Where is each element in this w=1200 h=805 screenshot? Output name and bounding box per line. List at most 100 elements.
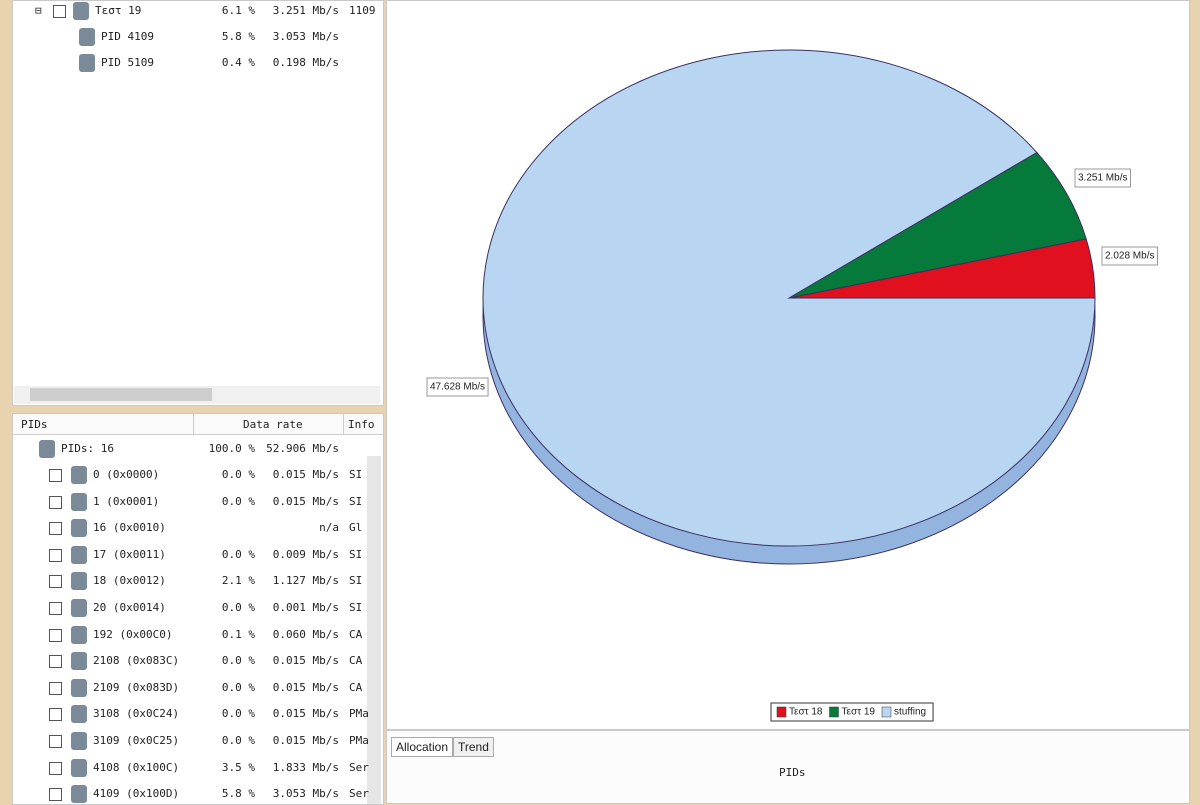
expander: ⊟ bbox=[35, 4, 42, 17]
pid-icon bbox=[39, 440, 55, 458]
column-divider bbox=[343, 414, 344, 434]
row-rate: 0.015 Mb/s bbox=[272, 734, 339, 747]
row-label: 192 (0x00C0) bbox=[93, 627, 173, 641]
row-rate: 3.251 Mb/s bbox=[272, 4, 339, 17]
row-rate: 0.015 Mb/s bbox=[272, 494, 339, 508]
row-info: 1109 bbox=[349, 4, 376, 17]
row-info: PMa bbox=[349, 707, 369, 721]
row-percent: 0.1 % bbox=[221, 627, 255, 641]
pie-slice bbox=[788, 151, 1087, 299]
pid-icon bbox=[71, 492, 87, 511]
pid-icon bbox=[71, 545, 87, 564]
row-label: 3108 (0x0C24) bbox=[93, 707, 180, 721]
row-label: PID 5109 bbox=[101, 56, 154, 69]
legend-entry: Τεστ 18 bbox=[789, 707, 823, 718]
label-box bbox=[1101, 246, 1158, 266]
pid-icon bbox=[71, 678, 87, 697]
row-info: SI bbox=[349, 494, 363, 508]
checkbox[interactable] bbox=[49, 735, 62, 748]
checkbox[interactable] bbox=[49, 788, 62, 802]
row-rate: 3.053 Mb/s bbox=[272, 30, 339, 43]
row-rate: 3.053 Mb/s bbox=[272, 787, 339, 801]
row-info: CA bbox=[349, 654, 363, 668]
legend-entry: Τεστ 19 bbox=[842, 707, 876, 718]
row-label: 4109 (0x100D) bbox=[93, 787, 180, 801]
row-rate: 0.015 Mb/s bbox=[272, 680, 339, 694]
row-info: SI bbox=[349, 468, 363, 481]
table-header bbox=[13, 414, 383, 435]
checkbox[interactable] bbox=[49, 602, 62, 615]
row-percent: 0.0 % bbox=[221, 494, 255, 508]
row-percent: 5.8 % bbox=[221, 30, 255, 43]
row-label: 16 (0x0010) bbox=[93, 521, 166, 535]
v-scrollbar[interactable] bbox=[367, 456, 381, 804]
pid-icon bbox=[71, 705, 87, 724]
pie-chart: 2.028 Mb/s 3.251 Mb/s 47.628 Mb/s Τεστ 18 Τε… bbox=[426, 49, 1158, 722]
row-rate: 0.009 Mb/s bbox=[272, 547, 339, 561]
slice-label: 3.251 Mb/s bbox=[1078, 173, 1127, 184]
checkbox[interactable] bbox=[49, 548, 62, 562]
row-percent: 0.0 % bbox=[221, 734, 255, 747]
pid-icon bbox=[71, 466, 87, 484]
legend-swatch bbox=[881, 706, 892, 718]
checkbox[interactable] bbox=[49, 681, 62, 695]
row-percent: 6.1 % bbox=[221, 4, 255, 17]
checkbox[interactable] bbox=[49, 708, 62, 722]
row-info: SI bbox=[349, 601, 363, 614]
row-label: 18 (0x0012) bbox=[93, 574, 166, 588]
checkbox[interactable] bbox=[49, 469, 62, 482]
chart-panel: 2.028 Mb/s 3.251 Mb/s 47.628 Mb/s Τεστ 18 Τε… bbox=[386, 0, 1190, 730]
row-label: 0 (0x0000) bbox=[93, 468, 160, 481]
row-info: SI bbox=[349, 574, 363, 588]
row-rate: 52.906 Mb/s bbox=[266, 442, 339, 455]
checkbox[interactable] bbox=[49, 575, 62, 589]
checkbox[interactable] bbox=[49, 495, 62, 509]
pid-icon bbox=[71, 785, 87, 804]
pids-panel: PIDs Data rate Info PIDs: 16 100.0 % 52.906 M… bbox=[12, 413, 384, 805]
checkbox[interactable] bbox=[53, 5, 66, 18]
row-percent: 0.0 % bbox=[221, 468, 255, 481]
pid-icon bbox=[71, 758, 87, 777]
checkbox[interactable] bbox=[49, 761, 62, 775]
row-info: PMa bbox=[349, 734, 369, 747]
row-label: PIDs: 16 bbox=[61, 442, 114, 455]
label-box bbox=[1074, 168, 1131, 188]
column-header: Info bbox=[348, 418, 375, 431]
row-percent: 0.0 % bbox=[221, 547, 255, 561]
row-percent: 0.0 % bbox=[221, 601, 255, 614]
row-label: 1 (0x0001) bbox=[93, 494, 160, 508]
row-info: Gl bbox=[349, 521, 363, 535]
tab[interactable]: Trend bbox=[453, 737, 494, 757]
bottom-panel: PIDs Allocation Trend bbox=[386, 730, 1190, 804]
checkbox[interactable] bbox=[49, 628, 62, 642]
checkbox[interactable] bbox=[49, 522, 62, 536]
column-header: PIDs bbox=[21, 418, 48, 431]
pid-icon bbox=[71, 572, 87, 591]
bottom-label: PIDs bbox=[779, 766, 806, 779]
pid-icon bbox=[73, 2, 89, 20]
tab[interactable]: Allocation bbox=[391, 737, 454, 757]
row-label: 2109 (0x083D) bbox=[93, 680, 180, 694]
pid-icon bbox=[79, 28, 95, 46]
checkbox[interactable] bbox=[49, 655, 62, 669]
h-scrollbar[interactable] bbox=[14, 386, 380, 404]
label-box bbox=[426, 377, 489, 397]
row-label: 2108 (0x083C) bbox=[93, 654, 180, 668]
row-label: Τεστ 19 bbox=[95, 4, 142, 17]
scroll-thumb[interactable] bbox=[30, 388, 212, 401]
row-info: Ser bbox=[349, 787, 369, 801]
legend-swatch bbox=[776, 706, 787, 718]
top-tree-panel: ⊟ Τεστ 19 6.1 % 3.251 Mb/s 1109 PID 4109 5.8 %… bbox=[12, 0, 384, 406]
slice-label: 2.028 Mb/s bbox=[1105, 251, 1154, 262]
legend-entry: stuffing bbox=[894, 707, 926, 718]
row-info: Ser bbox=[349, 760, 369, 774]
row-percent: 0.0 % bbox=[221, 680, 255, 694]
legend-swatch bbox=[829, 706, 839, 718]
row-rate: 0.015 Mb/s bbox=[272, 468, 339, 481]
row-percent: 0.0 % bbox=[221, 654, 255, 668]
pid-icon bbox=[71, 519, 87, 538]
row-percent: 100.0 % bbox=[208, 442, 255, 455]
row-label: 20 (0x0014) bbox=[93, 601, 166, 614]
row-rate: 0.060 Mb/s bbox=[272, 627, 339, 641]
